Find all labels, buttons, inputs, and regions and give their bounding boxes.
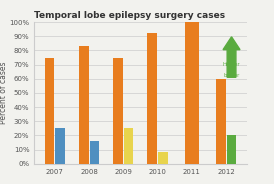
Bar	[55, 128, 65, 164]
Bar	[113, 58, 123, 164]
Bar	[147, 33, 157, 164]
Text: Temporal lobe epilepsy surgery cases: Temporal lobe epilepsy surgery cases	[34, 11, 226, 20]
Text: Higher
is
better: Higher is better	[223, 62, 240, 78]
Bar	[185, 22, 199, 164]
Bar	[90, 141, 99, 164]
Bar	[227, 135, 236, 164]
Bar	[124, 128, 133, 164]
Bar	[158, 152, 168, 164]
Bar	[45, 58, 54, 164]
Bar	[216, 79, 226, 164]
Bar	[79, 46, 89, 164]
Y-axis label: Percent of cases: Percent of cases	[0, 62, 8, 124]
